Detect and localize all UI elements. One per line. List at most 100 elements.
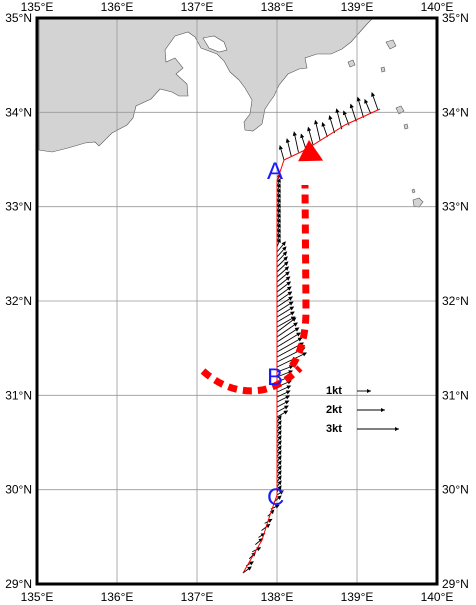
vector-head bbox=[293, 322, 298, 327]
vector-head bbox=[285, 395, 291, 400]
vector-head bbox=[276, 213, 281, 218]
vector-head bbox=[283, 410, 289, 415]
current-flow-arrow-west bbox=[200, 365, 303, 395]
vector-head bbox=[276, 208, 281, 213]
vector-head bbox=[282, 246, 287, 251]
top-lon-label: 135°E bbox=[21, 0, 54, 14]
point-label-b: B bbox=[267, 364, 283, 391]
left-lat-label: 35°N bbox=[5, 11, 32, 25]
vector-head bbox=[277, 445, 282, 450]
vector-head bbox=[276, 198, 281, 203]
current-vector bbox=[276, 317, 296, 333]
vector-head bbox=[277, 485, 282, 490]
vector-head bbox=[277, 415, 282, 420]
vector-head bbox=[283, 261, 289, 266]
vector-head bbox=[267, 518, 273, 523]
vector-head bbox=[256, 547, 262, 552]
island-c bbox=[403, 123, 409, 130]
vector-head bbox=[276, 203, 281, 208]
vector-head bbox=[349, 103, 354, 109]
vector-head bbox=[371, 92, 376, 97]
vector-head bbox=[277, 480, 282, 485]
vector-head bbox=[297, 337, 303, 342]
left-lat-label: 34°N bbox=[5, 105, 32, 119]
honshu-coast bbox=[38, 17, 374, 153]
speed-legend: 1kt 2kt 3kt bbox=[326, 385, 399, 435]
vector-head bbox=[302, 352, 308, 357]
vector-head bbox=[314, 119, 319, 125]
vector-head bbox=[279, 490, 284, 495]
vector-head bbox=[285, 390, 291, 395]
vector-head bbox=[285, 271, 290, 276]
point-label-c: C bbox=[267, 484, 284, 511]
top-lon-label: 136°E bbox=[101, 0, 134, 14]
vector-head bbox=[277, 450, 282, 455]
vector-head bbox=[285, 276, 291, 281]
arrowhead bbox=[298, 140, 324, 162]
vector-head bbox=[277, 440, 282, 445]
right-lat-label: 30°N bbox=[442, 483, 469, 497]
vector-head bbox=[296, 332, 301, 337]
vector-head bbox=[277, 465, 282, 470]
right-lat-label: 33°N bbox=[442, 200, 469, 214]
left-lat-label: 30°N bbox=[5, 483, 32, 497]
vector-head bbox=[276, 183, 281, 188]
current-vector bbox=[276, 316, 295, 328]
legend-label-3kt: 3kt bbox=[326, 423, 342, 435]
current-vector bbox=[336, 109, 343, 130]
vector-head bbox=[321, 121, 326, 127]
vector-head bbox=[356, 96, 361, 102]
vector-head bbox=[288, 301, 294, 306]
vector-head bbox=[277, 420, 282, 425]
current-vector bbox=[276, 332, 301, 348]
right-lat-label: 29°N bbox=[442, 577, 469, 591]
point-label-a: A bbox=[267, 158, 283, 185]
vector-head bbox=[276, 188, 281, 193]
vector-head bbox=[277, 475, 282, 480]
vector-head bbox=[276, 218, 281, 223]
right-lat-label: 32°N bbox=[442, 294, 469, 308]
vector-head bbox=[285, 138, 290, 143]
top-lon-label: 139°E bbox=[341, 0, 374, 14]
vector-head bbox=[294, 327, 300, 332]
vector-head bbox=[277, 495, 282, 500]
legend-arrowhead-1kt bbox=[367, 389, 371, 393]
vector-head bbox=[328, 115, 333, 120]
vector-head bbox=[289, 306, 295, 311]
vector-head bbox=[269, 509, 275, 515]
vector-head bbox=[286, 281, 292, 286]
bottom-lon-label: 140°E bbox=[421, 590, 454, 604]
current-vector bbox=[276, 337, 302, 353]
vector-head bbox=[288, 296, 293, 301]
current-vector bbox=[314, 120, 321, 141]
vector-head bbox=[276, 178, 281, 183]
vector-head bbox=[277, 460, 282, 465]
vector-head bbox=[276, 193, 281, 198]
map-frame bbox=[35, 16, 439, 586]
current-vectors bbox=[242, 92, 379, 574]
island-a bbox=[380, 66, 386, 73]
legend-arrowhead-2kt bbox=[381, 408, 385, 412]
vector-head bbox=[274, 504, 280, 509]
vector-head bbox=[288, 365, 294, 370]
vector-head bbox=[335, 108, 340, 113]
island-d bbox=[411, 188, 416, 194]
vector-head bbox=[277, 455, 282, 460]
current-vector bbox=[357, 97, 364, 118]
current-vector bbox=[276, 322, 298, 338]
vector-head bbox=[277, 430, 282, 435]
vector-head bbox=[276, 233, 281, 238]
island-b bbox=[385, 39, 397, 50]
vector-head bbox=[277, 470, 282, 475]
track-line bbox=[242, 108, 381, 574]
vector-head bbox=[282, 251, 288, 256]
vector-head bbox=[278, 145, 283, 150]
bottom-lon-label: 139°E bbox=[341, 590, 374, 604]
bottom-lon-label: 136°E bbox=[101, 590, 134, 604]
bottom-lon-label: 137°E bbox=[181, 590, 214, 604]
left-lat-label: 33°N bbox=[5, 200, 32, 214]
vector-head bbox=[276, 238, 281, 243]
vector-head bbox=[276, 223, 281, 228]
vector-head bbox=[286, 286, 292, 291]
